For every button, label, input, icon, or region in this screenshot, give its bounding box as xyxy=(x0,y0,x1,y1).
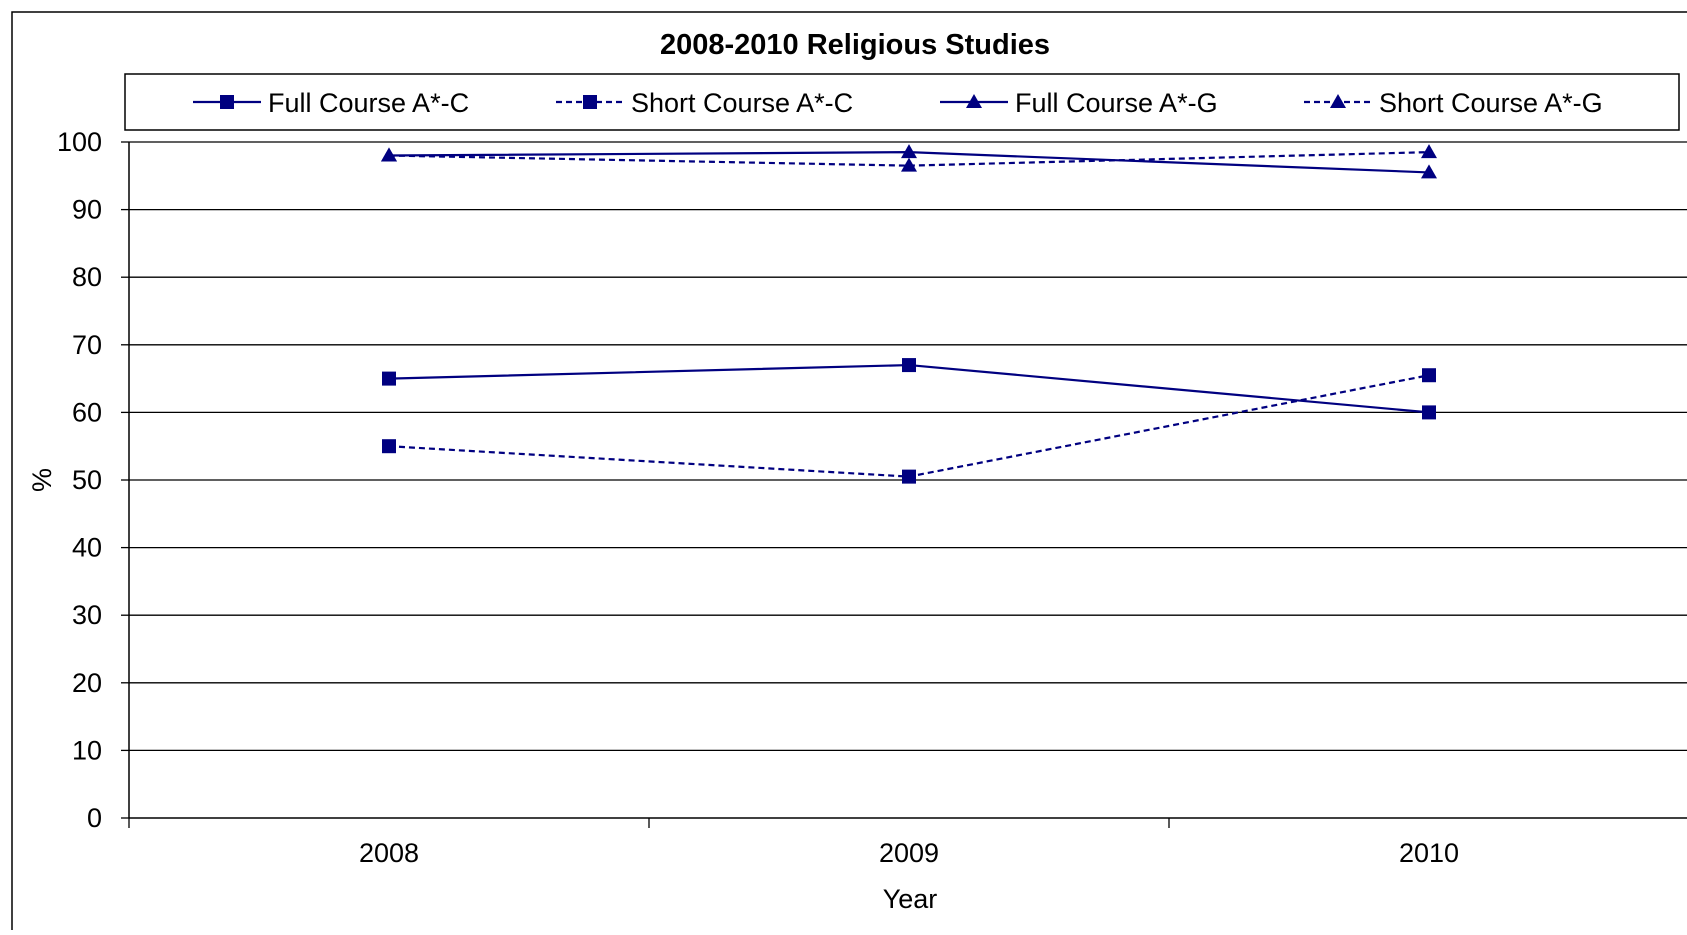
legend-item: Short Course A*-C xyxy=(556,88,853,118)
legend: Full Course A*-C Short Course A*-C Full Co… xyxy=(124,73,1680,131)
y-tick-label: 10 xyxy=(72,735,102,765)
chart-title: 2008-2010 Religious Studies xyxy=(660,29,1050,61)
gridlines xyxy=(129,141,1687,752)
y-tick-label: 20 xyxy=(72,668,102,698)
series-2 xyxy=(382,368,1436,484)
data-point xyxy=(381,147,397,162)
data-point xyxy=(901,144,917,159)
series-layer xyxy=(381,144,1437,484)
data-point xyxy=(902,469,916,484)
data-point xyxy=(902,358,916,373)
legend-marker xyxy=(966,94,982,108)
data-point xyxy=(1421,144,1437,159)
y-tick-label: 60 xyxy=(72,397,102,427)
legend-item: Short Course A*-G xyxy=(1304,88,1603,118)
data-point xyxy=(382,439,396,454)
legend-box xyxy=(124,73,1680,131)
y-tick-label: 70 xyxy=(72,330,102,360)
x-axis-title: Year xyxy=(883,884,938,914)
data-point xyxy=(901,157,917,172)
y-tick-label: 100 xyxy=(57,127,102,157)
data-point xyxy=(1421,164,1437,179)
legend-label: Full Course A*-C xyxy=(268,88,469,118)
y-axis-title: % xyxy=(27,468,57,492)
axes: 0 10 20 30 40 50 60 70 80 90 100 2008 2009 2010 xyxy=(57,127,1687,868)
legend-item: Full Course A*-C xyxy=(193,88,469,118)
legend-label: Short Course A*-C xyxy=(631,88,853,118)
y-tick-label: 50 xyxy=(72,465,102,495)
y-tick-label: 0 xyxy=(87,803,102,833)
y-tick-label: 90 xyxy=(72,195,102,225)
x-tick-label: 2010 xyxy=(1399,838,1459,868)
legend-marker xyxy=(1330,94,1346,108)
chart-border xyxy=(11,11,1687,935)
legend-label: Short Course A*-G xyxy=(1379,88,1603,118)
x-tick-label: 2008 xyxy=(359,838,419,868)
series-line xyxy=(388,374,1430,478)
y-tick-label: 80 xyxy=(72,262,102,292)
data-point xyxy=(382,371,396,386)
x-tick-label: 2009 xyxy=(879,838,939,868)
series-1 xyxy=(382,358,1436,420)
data-point xyxy=(1422,405,1436,420)
legend-marker xyxy=(220,95,234,109)
legend-marker xyxy=(583,95,597,109)
y-tick-label: 30 xyxy=(72,600,102,630)
y-tick-label: 40 xyxy=(72,533,102,563)
series-4 xyxy=(381,144,1437,172)
legend-label: Full Course A*-G xyxy=(1015,88,1218,118)
legend-item: Full Course A*-G xyxy=(940,88,1218,118)
data-point xyxy=(1422,368,1436,383)
